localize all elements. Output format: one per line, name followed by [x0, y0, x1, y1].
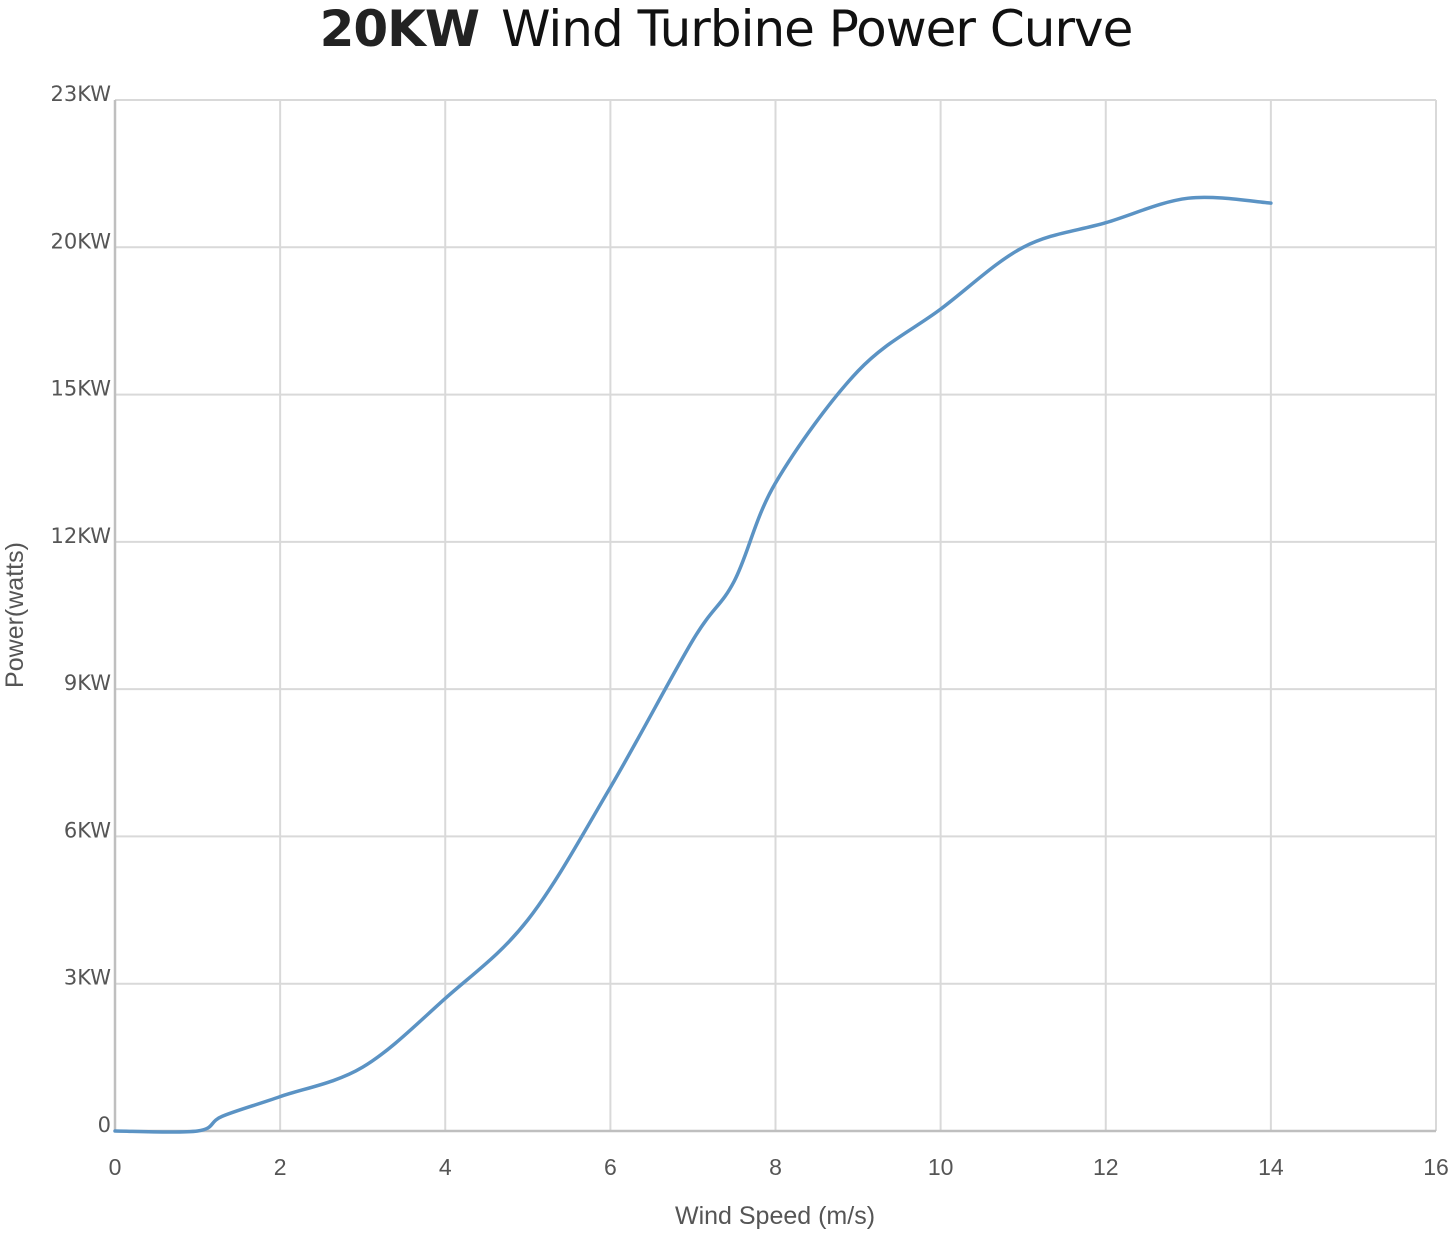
x-axis-title: Wind Speed (m/s): [675, 1202, 875, 1230]
x-tick-label: 10: [928, 1154, 954, 1180]
chart-title: 20KW Wind Turbine Power Curve: [0, 0, 1452, 58]
grid-lines: [114, 99, 1437, 1132]
y-tick-label: 15KW: [50, 377, 111, 401]
x-tick-label: 14: [1258, 1154, 1284, 1180]
chart-title-prefix: 20KW: [319, 0, 480, 58]
y-tick-label: 20KW: [50, 229, 111, 253]
x-tick-label: 0: [109, 1154, 122, 1180]
x-tick-label: 16: [1423, 1154, 1449, 1180]
x-tick-label: 6: [604, 1154, 617, 1180]
y-tick-label: 12KW: [50, 524, 111, 548]
y-tick-label: 6KW: [64, 818, 111, 842]
y-tick-label: 9KW: [64, 671, 111, 695]
y-tick-label: 3KW: [64, 966, 111, 990]
power-curve-line: [113, 195, 1273, 1134]
y-axis-title: Power(watts): [1, 542, 29, 688]
axes: [113, 100, 1436, 1133]
chart-title-main: Wind Turbine Power Curve: [501, 0, 1133, 58]
x-tick-label: 8: [769, 1154, 782, 1180]
x-tick-label: 12: [1093, 1154, 1119, 1180]
x-tick-label: 2: [274, 1154, 287, 1180]
x-tick-label: 4: [439, 1154, 452, 1180]
y-axis-tick-labels: 0 3KW 6KW 9KW 12KW 15KW 20KW 23KW: [50, 82, 111, 1137]
x-axis-tick-labels: 0 2 4 6 8 10 12 14 16: [109, 1154, 1449, 1180]
y-tick-label: 23KW: [50, 82, 111, 106]
y-tick-label: 0: [98, 1113, 111, 1137]
